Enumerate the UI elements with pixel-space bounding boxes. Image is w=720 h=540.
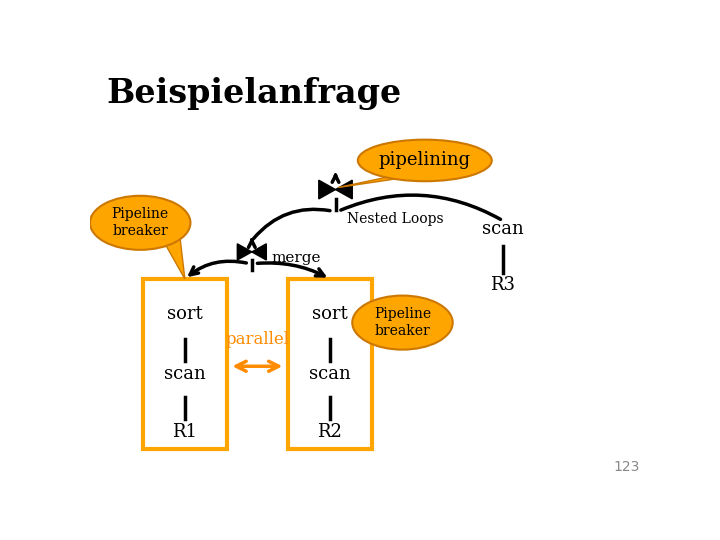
Polygon shape [369,319,374,335]
Text: sort: sort [312,305,348,323]
Text: Beispielanfrage: Beispielanfrage [107,77,402,110]
Text: pipelining: pipelining [379,151,471,170]
Text: Pipeline
breaker: Pipeline breaker [374,307,431,338]
FancyBboxPatch shape [143,279,227,449]
Text: scan: scan [164,365,206,383]
Polygon shape [319,180,336,199]
Text: parallel: parallel [225,330,289,348]
Ellipse shape [352,295,453,349]
Polygon shape [252,244,266,260]
Polygon shape [336,180,352,199]
Text: Nested Loops: Nested Loops [347,212,444,226]
FancyBboxPatch shape [288,279,372,449]
Text: R1: R1 [172,423,197,441]
Polygon shape [338,176,413,187]
Text: merge: merge [271,251,321,265]
Text: R2: R2 [318,423,343,441]
Text: 123: 123 [613,461,639,474]
Text: Pipeline
breaker: Pipeline breaker [112,207,168,239]
Polygon shape [238,244,252,260]
Ellipse shape [90,196,190,250]
Polygon shape [163,231,185,279]
Ellipse shape [358,140,492,181]
Text: scan: scan [482,220,523,238]
Text: sort: sort [167,305,203,323]
Text: R3: R3 [490,276,516,294]
Text: scan: scan [309,365,351,383]
